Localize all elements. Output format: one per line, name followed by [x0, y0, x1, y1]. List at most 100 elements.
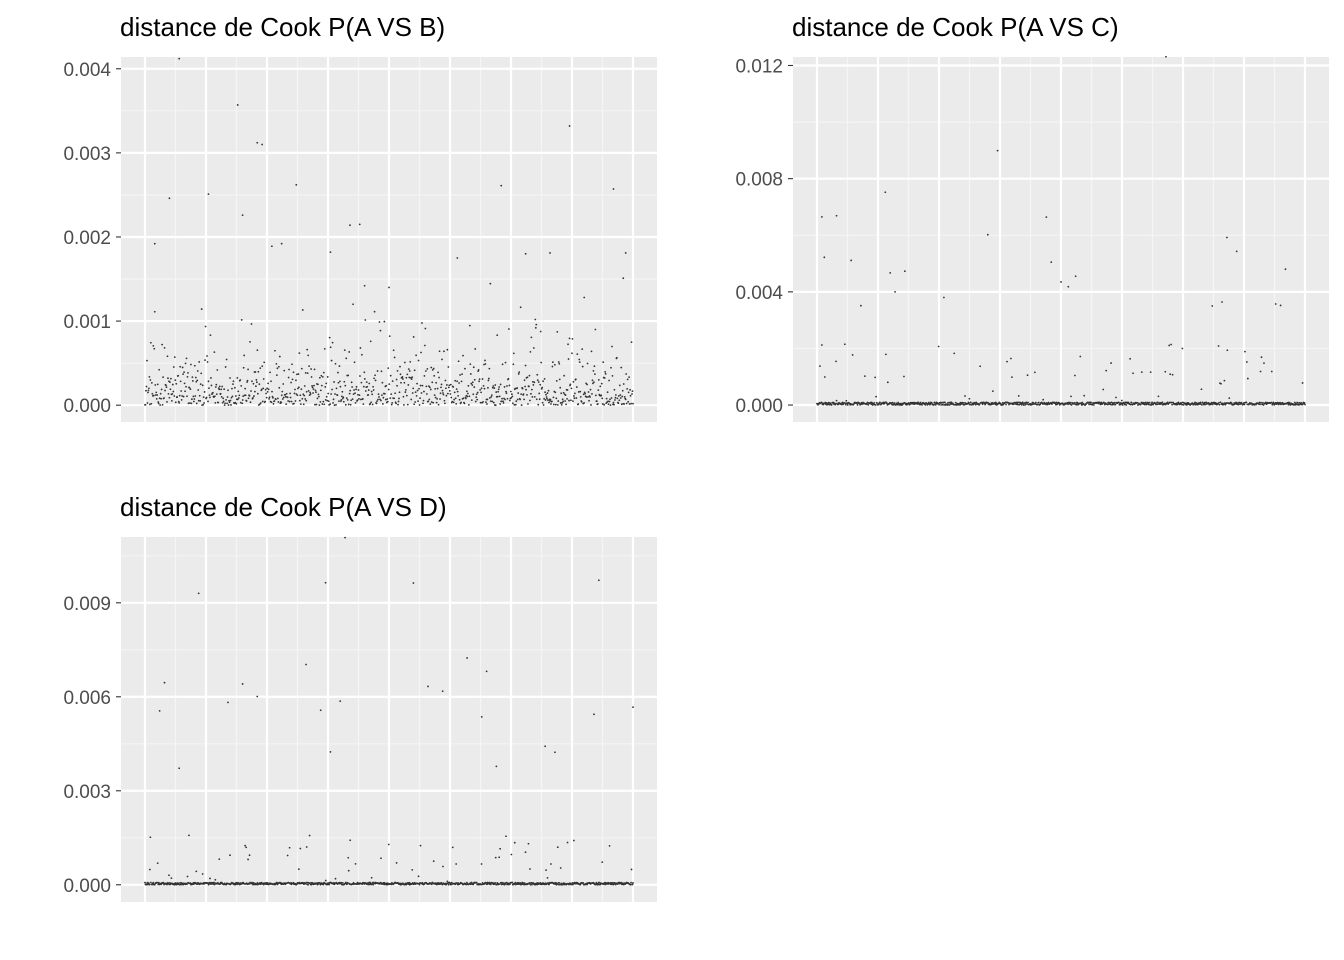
data-point: [454, 379, 457, 382]
data-point: [483, 387, 486, 390]
data-point: [333, 404, 336, 407]
data-point: [444, 402, 446, 405]
data-point: [474, 400, 477, 403]
data-point: [314, 389, 317, 392]
data-point: [1006, 360, 1008, 363]
data-point: [189, 402, 191, 404]
data-point: [208, 881, 211, 884]
data-point: [611, 345, 613, 348]
data-point: [490, 396, 493, 398]
data-point: [570, 399, 572, 402]
y-tick-label: 0.000: [63, 396, 111, 417]
data-point: [484, 359, 486, 362]
data-point: [874, 404, 877, 406]
data-point: [165, 386, 168, 389]
data-point: [439, 398, 441, 400]
data-point: [412, 336, 415, 338]
data-point: [305, 881, 308, 884]
data-point: [255, 381, 258, 384]
data-point: [278, 355, 281, 358]
data-point: [609, 404, 612, 407]
data-point: [529, 868, 531, 870]
data-point: [470, 382, 473, 385]
data-point: [245, 846, 248, 849]
data-point: [1259, 370, 1262, 373]
data-point: [1114, 403, 1117, 406]
data-point: [318, 395, 320, 398]
data-point: [378, 396, 380, 398]
data-point: [1259, 403, 1261, 406]
data-point: [175, 382, 178, 385]
data-point: [439, 392, 442, 395]
data-point: [186, 875, 189, 878]
data-point: [240, 319, 243, 321]
data-point: [474, 348, 477, 350]
data-point: [535, 323, 538, 326]
data-point: [1156, 403, 1159, 406]
data-point: [276, 397, 279, 400]
data-point: [154, 394, 157, 396]
data-point: [158, 397, 161, 400]
data-point: [163, 397, 165, 399]
data-point: [865, 403, 868, 406]
data-point: [174, 401, 177, 404]
data-point: [264, 400, 267, 403]
data-point: [351, 386, 354, 388]
y-tick-label: 0.004: [735, 283, 783, 304]
data-point: [528, 385, 530, 388]
data-point: [192, 395, 195, 398]
data-point: [171, 383, 174, 386]
data-point: [459, 374, 461, 376]
data-point: [893, 402, 896, 404]
data-point: [404, 388, 407, 391]
data-point: [608, 400, 611, 403]
data-point: [620, 403, 623, 406]
data-point: [223, 388, 226, 391]
data-point: [578, 358, 581, 361]
data-point: [168, 874, 170, 877]
data-point: [485, 670, 488, 673]
data-point: [259, 402, 262, 404]
data-point: [421, 384, 424, 387]
data-point: [565, 403, 567, 406]
data-point: [302, 403, 305, 406]
data-point: [575, 386, 578, 388]
data-point: [1182, 403, 1185, 406]
data-point: [1074, 275, 1077, 278]
data-point: [309, 391, 312, 394]
data-point: [1203, 401, 1206, 404]
data-point: [160, 388, 163, 391]
data-point: [290, 400, 293, 403]
data-point: [475, 396, 478, 399]
data-point: [412, 387, 415, 390]
data-point: [380, 370, 383, 373]
data-point: [157, 402, 160, 405]
data-point: [244, 844, 247, 847]
data-point: [386, 400, 389, 403]
data-point: [506, 397, 509, 400]
data-point: [164, 389, 166, 392]
data-point: [338, 400, 340, 403]
data-point: [348, 392, 351, 395]
data-point: [368, 382, 371, 385]
data-point: [499, 403, 502, 405]
data-point: [558, 378, 561, 381]
data-point: [907, 402, 910, 405]
data-point: [1067, 403, 1069, 406]
data-point: [344, 536, 346, 539]
data-point: [1164, 370, 1167, 373]
data-point: [583, 296, 586, 299]
data-point: [178, 57, 181, 60]
data-point: [340, 395, 343, 398]
data-point: [1246, 377, 1249, 380]
data-point: [417, 400, 419, 403]
data-point: [280, 394, 283, 397]
data-point: [213, 883, 216, 886]
data-point: [355, 388, 357, 391]
data-point: [544, 391, 546, 394]
data-point: [1262, 404, 1265, 406]
data-point: [585, 396, 588, 399]
data-point: [266, 387, 269, 390]
data-point: [500, 400, 503, 403]
data-point: [203, 402, 206, 404]
